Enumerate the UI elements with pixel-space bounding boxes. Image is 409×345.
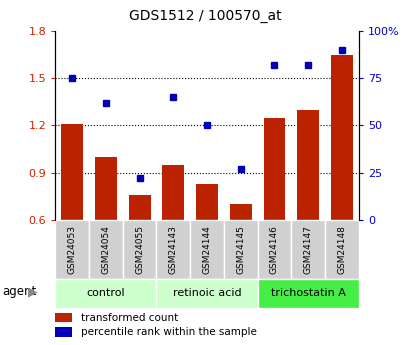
Bar xyxy=(223,220,257,279)
Bar xyxy=(156,220,190,279)
Bar xyxy=(257,220,291,279)
Text: GSM24148: GSM24148 xyxy=(337,225,346,274)
Bar xyxy=(229,204,251,220)
Bar xyxy=(61,124,83,220)
Text: GSM24146: GSM24146 xyxy=(269,225,278,274)
Text: GSM24055: GSM24055 xyxy=(135,225,144,274)
Bar xyxy=(55,279,156,308)
Text: percentile rank within the sample: percentile rank within the sample xyxy=(81,327,256,337)
Bar xyxy=(55,313,72,322)
Bar xyxy=(122,220,156,279)
Text: agent: agent xyxy=(2,285,36,298)
Bar xyxy=(55,220,89,279)
Bar xyxy=(95,157,117,220)
Bar xyxy=(196,184,218,220)
Bar xyxy=(263,118,285,220)
Bar xyxy=(162,165,184,220)
Bar xyxy=(55,327,72,336)
Bar xyxy=(324,220,358,279)
Text: trichostatin A: trichostatin A xyxy=(270,288,345,298)
Bar xyxy=(128,195,150,220)
Text: transformed count: transformed count xyxy=(81,313,178,323)
Bar xyxy=(190,220,223,279)
Text: GSM24143: GSM24143 xyxy=(169,225,178,274)
Text: GDS1512 / 100570_at: GDS1512 / 100570_at xyxy=(128,9,281,23)
Text: GSM24053: GSM24053 xyxy=(67,225,76,274)
Text: GSM24147: GSM24147 xyxy=(303,225,312,274)
Text: GSM24145: GSM24145 xyxy=(236,225,245,274)
Bar xyxy=(291,220,324,279)
Bar xyxy=(257,279,358,308)
Bar xyxy=(156,279,257,308)
Text: GSM24144: GSM24144 xyxy=(202,225,211,274)
Bar xyxy=(89,220,122,279)
Bar xyxy=(330,55,352,220)
Bar xyxy=(297,110,318,220)
Text: GSM24054: GSM24054 xyxy=(101,225,110,274)
Text: retinoic acid: retinoic acid xyxy=(172,288,241,298)
Text: ▶: ▶ xyxy=(28,285,37,298)
Text: control: control xyxy=(86,288,125,298)
